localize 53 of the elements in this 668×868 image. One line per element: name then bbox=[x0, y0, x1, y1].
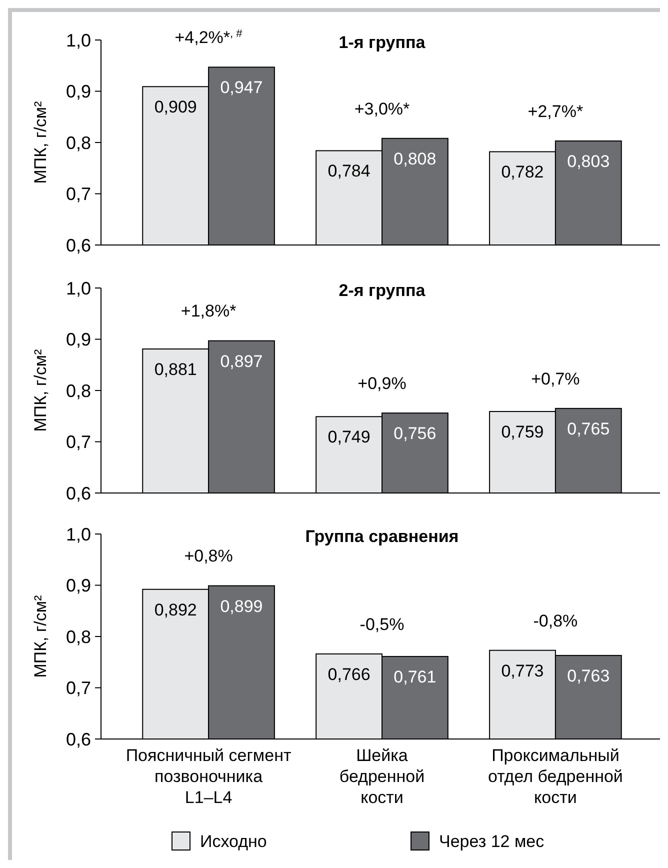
data-label: 0,899 bbox=[220, 596, 263, 616]
annotation: -0,8% bbox=[533, 611, 578, 630]
y-tick-label: 1,0 bbox=[66, 278, 91, 298]
chart-title: 1-я группа bbox=[338, 33, 426, 52]
chart-title: Группа сравнения bbox=[305, 527, 459, 546]
y-tick-label: 0,8 bbox=[66, 132, 91, 153]
y-tick-label: 0,7 bbox=[66, 432, 91, 452]
y-tick-label: 0,9 bbox=[66, 330, 91, 350]
y-axis-title: МПК, г/см² bbox=[31, 100, 50, 184]
data-label: 0,749 bbox=[328, 428, 370, 447]
data-label: 0,808 bbox=[394, 149, 436, 168]
legend-label: Исходно bbox=[200, 832, 267, 851]
y-axis-title: МПК, г/см² bbox=[31, 594, 50, 678]
y-tick-label: 0,8 bbox=[66, 380, 91, 401]
data-label: 0,909 bbox=[154, 98, 197, 117]
chart-title: 2-я группа bbox=[338, 281, 426, 300]
legend-label: Через 12 мес bbox=[439, 832, 545, 851]
y-tick-label: 0,7 bbox=[66, 678, 91, 698]
y-tick-label: 0,6 bbox=[66, 483, 91, 504]
y-tick-label: 0,7 bbox=[66, 184, 91, 204]
y-tick-label: 1,0 bbox=[66, 524, 91, 544]
data-label: 0,892 bbox=[154, 600, 197, 620]
y-tick-label: 0,9 bbox=[66, 82, 91, 102]
y-tick-label: 0,6 bbox=[66, 729, 91, 750]
data-label: 0,761 bbox=[394, 667, 436, 686]
annotation: +0,8% bbox=[184, 546, 233, 566]
data-label: 0,782 bbox=[501, 162, 544, 182]
annotation: +4,2%*$^{, #}$ bbox=[174, 28, 244, 48]
data-label: 0,784 bbox=[328, 162, 370, 181]
annotation: +3,0%* bbox=[354, 99, 410, 118]
x-tick-label: Проксимальный отдел бедренной кости bbox=[488, 746, 623, 807]
y-tick-label: 0,6 bbox=[66, 235, 91, 256]
y-tick-label: 0,8 bbox=[66, 626, 91, 647]
annotation: -0,5% bbox=[360, 614, 404, 634]
data-label: 0,765 bbox=[567, 419, 610, 438]
data-label: 0,763 bbox=[567, 666, 610, 686]
data-label: 0,773 bbox=[501, 661, 544, 680]
data-label: 0,766 bbox=[328, 664, 370, 684]
data-label: 0,897 bbox=[220, 352, 263, 371]
annotation: +2,7%* bbox=[528, 102, 584, 121]
annotation: +1,8%* bbox=[180, 302, 237, 321]
data-label: 0,881 bbox=[154, 360, 197, 379]
annotation: +0,9% bbox=[358, 374, 406, 393]
y-tick-label: 0,9 bbox=[66, 576, 91, 596]
y-axis-title: МПК, г/см² bbox=[31, 348, 50, 432]
data-label: 0,947 bbox=[220, 78, 263, 98]
x-tick-label: Поясничный сегмент позвоночника L1–L4 bbox=[126, 746, 292, 807]
y-tick-label: 1,0 bbox=[66, 30, 91, 50]
data-label: 0,756 bbox=[394, 424, 436, 444]
annotation: +0,7% bbox=[531, 369, 580, 388]
x-tick-label: Шейка бедренной кости bbox=[339, 746, 425, 807]
data-label: 0,759 bbox=[501, 422, 544, 442]
data-label: 0,803 bbox=[567, 152, 610, 171]
